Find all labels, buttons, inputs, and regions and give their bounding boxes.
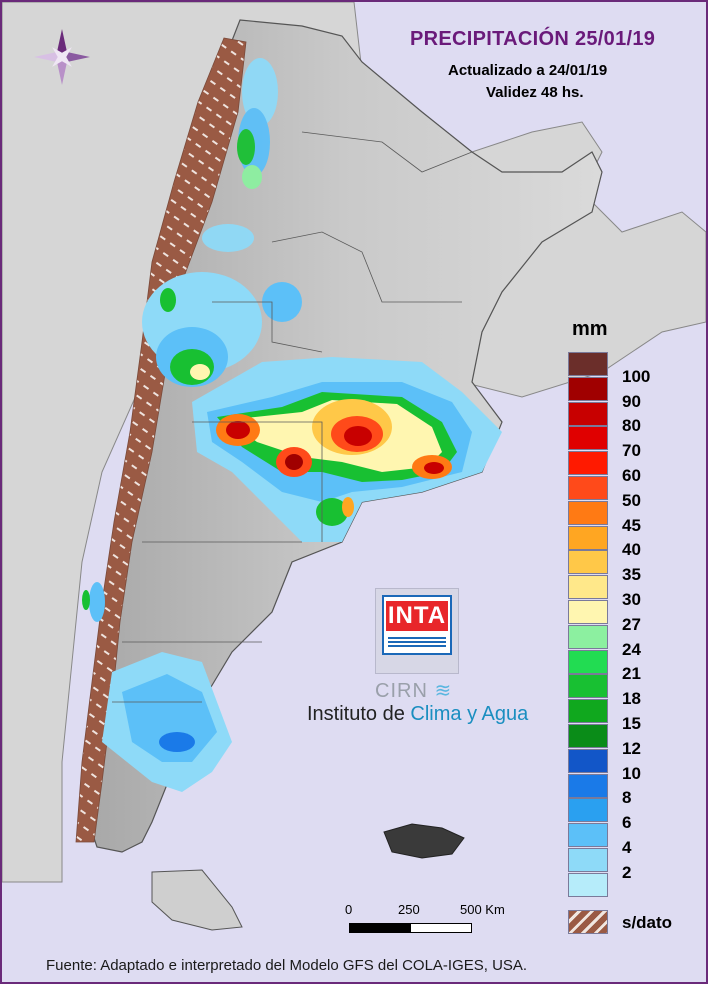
scale-label-0: 0 [345, 902, 353, 917]
legend-swatch [568, 699, 608, 724]
legend-swatch [568, 352, 608, 376]
legend-swatch [568, 525, 608, 550]
legend-swatch [568, 426, 608, 451]
malvinas-islands [383, 823, 465, 859]
legend-swatch [568, 674, 608, 699]
legend-swatch [568, 575, 608, 600]
legend-label: 8 [622, 788, 632, 808]
legend-label: 40 [622, 540, 641, 560]
legend-swatch [568, 848, 608, 872]
updated-label: Actualizado a 24/01/19 [448, 62, 608, 79]
legend-label: 15 [622, 714, 641, 733]
no-data-swatch [568, 910, 608, 934]
legend-label: 12 [622, 738, 641, 758]
no-data-label: s/dato [622, 913, 673, 932]
legend-swatch [568, 401, 608, 426]
legend-swatch [568, 823, 608, 848]
legend-swatch [568, 773, 608, 798]
legend-swatch [568, 872, 608, 897]
scale-label-500: 500 Km [460, 902, 505, 917]
legend-label: 27 [622, 614, 641, 634]
legend-label: 30 [622, 590, 641, 609]
legend-label: 35 [622, 565, 641, 585]
legend-label: 70 [622, 441, 641, 461]
institute-name: Instituto de Clima y Agua [307, 703, 529, 725]
inta-logo-text: INTA [386, 601, 448, 631]
cirn-label: CIRN ≋ [375, 680, 453, 702]
legend-swatch [568, 724, 608, 748]
legend-swatch [568, 649, 608, 674]
source-footer: Fuente: Adaptado e interpretado del Mode… [46, 957, 528, 974]
precip-north [202, 58, 278, 252]
legend-label: 10 [622, 763, 641, 783]
legend-label: 100 [622, 366, 651, 386]
map-title: PRECIPITACIÓN 25/01/19 [410, 28, 656, 50]
compass-rose-icon [34, 29, 90, 85]
legend-swatch [568, 451, 608, 476]
legend-swatch [568, 600, 608, 624]
legend-label: 24 [622, 639, 641, 659]
validity-label: Validez 48 hs. [486, 84, 584, 101]
legend-label: 60 [622, 466, 641, 485]
legend-swatch [568, 624, 608, 649]
legend-swatch [568, 376, 608, 401]
legend-label: 18 [622, 689, 641, 709]
inta-logo: INTA [375, 588, 459, 674]
scale-bar-black [349, 923, 411, 933]
legend-label: 45 [622, 515, 641, 535]
legend-label: 21 [622, 664, 641, 684]
legend-label: 2 [622, 862, 632, 882]
precip-cuyo [142, 272, 302, 387]
legend-label: 80 [622, 416, 641, 436]
province-borders [112, 131, 473, 703]
legend-swatch [568, 476, 608, 500]
tierra-del-fuego [151, 869, 243, 931]
inta-logo-stripes [388, 637, 446, 649]
scale-bar-white [410, 923, 472, 933]
precip-patagonia [82, 582, 232, 792]
legend-label: 4 [622, 838, 632, 857]
legend-label: 6 [622, 813, 632, 833]
precip-pampas [192, 357, 502, 542]
legend-label: 50 [622, 490, 641, 510]
scale-label-250: 250 [398, 902, 420, 917]
legend-label: 90 [622, 391, 641, 411]
legend-swatch [568, 550, 608, 575]
legend-swatch [568, 798, 608, 823]
legend-swatch [568, 500, 608, 525]
legend-unit: mm [572, 318, 608, 340]
legend-swatch [568, 748, 608, 773]
